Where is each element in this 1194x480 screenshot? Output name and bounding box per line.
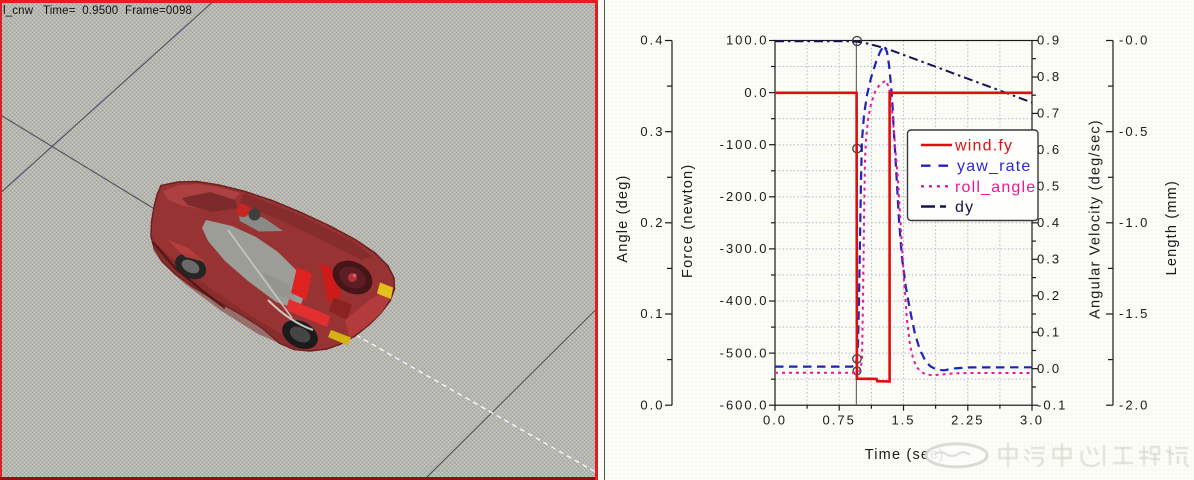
svg-text:1.5: 1.5 [891,413,915,428]
svg-text:0.0: 0.0 [744,85,768,100]
svg-text:0.9: 0.9 [1037,33,1061,48]
svg-text:-0.0: -0.0 [1119,33,1149,48]
svg-text:3.0: 3.0 [1020,413,1044,428]
svg-text:-1.0: -1.0 [1119,215,1149,230]
svg-text:-100.0: -100.0 [720,137,769,152]
svg-text:-500.0: -500.0 [720,345,769,360]
svg-text:Angle (deg): Angle (deg) [615,175,631,263]
svg-text:-400.0: -400.0 [720,293,769,308]
svg-text:0.2: 0.2 [640,215,664,230]
svg-text:0.75: 0.75 [823,413,856,428]
svg-text:0.3: 0.3 [1037,252,1061,267]
svg-text:roll_angle: roll_angle [955,179,1036,196]
svg-text:Time (sec): Time (sec) [865,447,945,463]
svg-text:Angular Velocity (deg/sec): Angular Velocity (deg/sec) [1088,119,1104,319]
svg-text:yaw_rate: yaw_rate [957,158,1032,175]
svg-text:0.6: 0.6 [1037,142,1061,157]
svg-text:0.4: 0.4 [1037,215,1061,230]
svg-text:-200.0: -200.0 [720,189,769,204]
svg-text:Length (mm): Length (mm) [1164,180,1180,275]
svg-text:0.4: 0.4 [640,33,664,48]
svg-text:2.25: 2.25 [951,413,984,428]
svg-text:0.7: 0.7 [1037,106,1061,121]
svg-text:-0.1: -0.1 [1037,397,1067,412]
svg-text:0.0: 0.0 [763,413,787,428]
svg-text:Force (newton): Force (newton) [680,164,696,278]
svg-text:0.1: 0.1 [640,306,664,321]
svg-text:-600.0: -600.0 [720,397,769,412]
svg-text:0.0: 0.0 [1037,361,1061,376]
svg-text:0.0: 0.0 [640,397,664,412]
svg-text:dy: dy [955,199,974,216]
svg-text:-300.0: -300.0 [720,241,769,256]
svg-text:0.3: 0.3 [640,124,664,139]
svg-text:wind.fy: wind.fy [954,138,1013,155]
svg-text:0.5: 0.5 [1037,179,1061,194]
svg-text:100.0: 100.0 [726,33,769,48]
svg-text:0.8: 0.8 [1037,69,1061,84]
svg-text:0.1: 0.1 [1037,325,1061,340]
svg-text:-0.5: -0.5 [1119,124,1149,139]
svg-text:0.2: 0.2 [1037,288,1061,303]
svg-text:-1.5: -1.5 [1119,306,1149,321]
svg-text:-2.0: -2.0 [1119,397,1149,412]
